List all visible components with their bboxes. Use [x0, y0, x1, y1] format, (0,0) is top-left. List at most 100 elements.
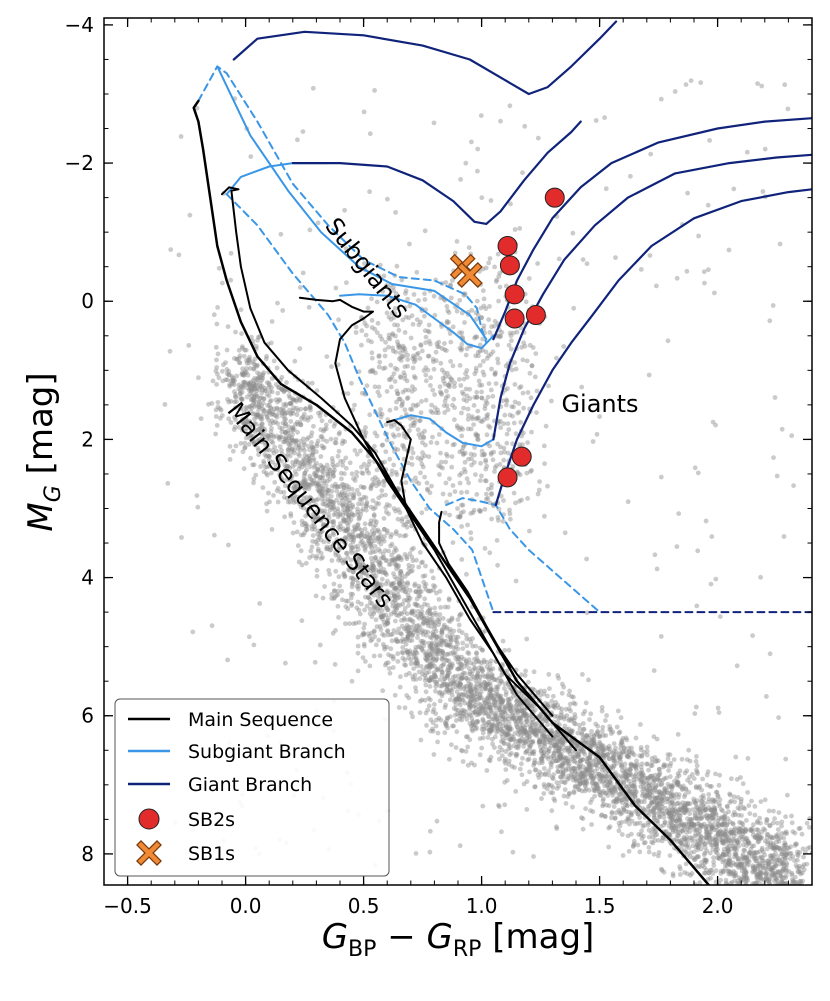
background-star [455, 696, 461, 702]
background-star [695, 838, 701, 844]
background-star [449, 692, 455, 698]
background-star [655, 795, 660, 801]
background-star [404, 554, 410, 560]
background-star [506, 647, 512, 653]
background-star [768, 835, 773, 840]
background-star [723, 828, 728, 834]
background-star [444, 626, 449, 631]
background-star [464, 571, 469, 577]
background-star [694, 763, 700, 769]
background-star [353, 620, 359, 626]
background-star [749, 826, 755, 831]
background-star [500, 697, 506, 703]
background-star [313, 539, 318, 545]
background-star [423, 657, 429, 663]
background-star [258, 416, 264, 422]
background-star [414, 557, 419, 563]
background-star [503, 767, 509, 772]
background-star [675, 816, 681, 822]
background-star [519, 728, 525, 734]
background-star [230, 448, 236, 454]
background-star [514, 698, 519, 704]
background-star [408, 657, 414, 663]
background-star [287, 442, 292, 448]
background-star [578, 749, 584, 754]
background-star [292, 462, 298, 467]
background-star [704, 782, 710, 788]
background-star [371, 611, 376, 617]
background-star [656, 795, 661, 801]
background-star [352, 544, 358, 550]
background-star [586, 787, 592, 793]
background-star [692, 827, 697, 833]
background-star [454, 729, 460, 735]
background-star [544, 747, 550, 753]
background-star [254, 376, 260, 382]
background-star [351, 491, 357, 497]
background-star [555, 748, 561, 754]
background-star [344, 511, 349, 517]
background-star [530, 719, 536, 725]
background-star [333, 593, 339, 598]
background-star [445, 651, 451, 657]
background-star [244, 425, 249, 431]
background-star [717, 803, 722, 809]
background-star [425, 588, 431, 594]
background-star [281, 494, 287, 500]
background-star [579, 815, 584, 820]
background-star [593, 786, 599, 791]
background-star [355, 634, 361, 640]
background-star [497, 707, 502, 713]
background-star [425, 707, 431, 713]
background-star [408, 625, 413, 630]
background-star [522, 697, 528, 703]
background-star [474, 651, 479, 657]
background-star [491, 700, 497, 705]
background-star [486, 757, 492, 763]
background-star [417, 710, 423, 716]
background-star [392, 558, 397, 564]
background-star [215, 351, 221, 357]
background-star [289, 447, 295, 453]
background-star [282, 430, 288, 436]
background-star [628, 772, 634, 777]
background-star [438, 717, 444, 723]
background-star [557, 738, 563, 743]
background-star [409, 610, 415, 616]
background-star [560, 760, 566, 766]
background-star [455, 641, 460, 647]
background-star [566, 748, 572, 753]
background-star [702, 865, 707, 870]
background-star [409, 710, 414, 716]
background-star [376, 569, 382, 575]
background-star [733, 851, 739, 857]
background-star [504, 778, 510, 783]
background-star [291, 520, 297, 525]
background-star [703, 841, 708, 846]
background-star [729, 776, 734, 782]
background-star [331, 423, 337, 429]
background-star [421, 616, 427, 621]
background-star [679, 822, 685, 828]
background-star [580, 770, 586, 776]
background-star [600, 745, 605, 751]
background-star [646, 804, 651, 809]
background-star [617, 729, 623, 735]
background-star [404, 611, 410, 617]
background-star [632, 784, 638, 790]
background-star [376, 637, 382, 643]
background-star [455, 659, 461, 665]
background-star [596, 746, 602, 752]
background-star [758, 799, 764, 804]
background-star [424, 610, 430, 616]
background-star [756, 862, 762, 867]
background-star [727, 819, 733, 825]
background-star [437, 648, 443, 653]
background-star [252, 386, 258, 392]
background-star [691, 821, 697, 827]
background-star [652, 810, 658, 816]
background-star [607, 824, 613, 830]
background-star [355, 565, 360, 571]
background-star [396, 705, 402, 710]
background-star [458, 702, 463, 708]
